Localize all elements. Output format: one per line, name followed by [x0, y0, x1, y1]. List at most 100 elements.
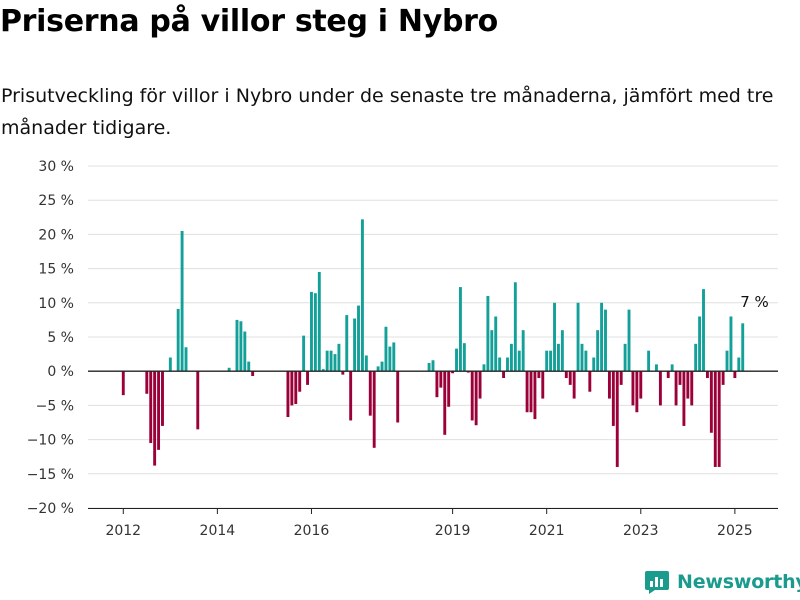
bar-2012-10 [157, 371, 161, 450]
bar-2023-03 [647, 350, 651, 372]
bar-2017-09 [388, 346, 392, 372]
bar-2019-04 [462, 343, 466, 372]
bar-2015-08 [290, 371, 294, 406]
bar-2021-04 [557, 343, 560, 372]
bar-2020-09 [529, 371, 533, 413]
bar-2020-01 [498, 357, 502, 372]
bar-2019-02 [455, 348, 458, 372]
bar-2023-12 [682, 371, 686, 426]
bar-2014-07 [239, 321, 243, 372]
bar-2013-05 [184, 347, 188, 372]
bar-2024-09 [717, 371, 721, 467]
bar-2016-12 [353, 318, 357, 372]
bar-2022-01 [592, 357, 596, 372]
bar-2012-09 [153, 371, 157, 466]
bar-2020-11 [537, 371, 541, 379]
bar-2017-05 [372, 371, 376, 448]
bar-2021-01 [545, 350, 549, 372]
bar-2018-08 [431, 360, 435, 372]
bar-2021-11 [584, 350, 588, 372]
bar-2014-08 [243, 331, 247, 372]
bar-2024-12 [729, 316, 733, 372]
bar-2021-03 [553, 302, 556, 372]
bar-2017-03 [364, 355, 368, 372]
bar-2012-01 [121, 371, 125, 396]
bar-2021-02 [549, 350, 553, 372]
bar-2022-12 [635, 371, 639, 413]
bar-2022-07 [615, 371, 619, 467]
bar-2022-09 [623, 343, 627, 372]
bar-2016-10 [345, 315, 349, 372]
x-tick-label: 2023 [623, 523, 659, 539]
bar-2015-10 [298, 371, 302, 392]
bar-2019-01 [451, 371, 455, 374]
bar-2020-04 [509, 343, 513, 372]
bar-2017-07 [380, 361, 384, 372]
bar-2012-07 [145, 371, 149, 394]
annotations: 7 % [740, 293, 769, 311]
bar-2016-05 [325, 350, 329, 372]
x-tick-label: 2019 [435, 523, 471, 539]
bar-2024-07 [709, 371, 713, 433]
y-tick-label: 20 % [38, 227, 74, 243]
bar-2023-09 [670, 364, 674, 372]
bar-2022-05 [607, 371, 611, 399]
bar-2020-10 [533, 371, 537, 420]
bar-2014-06 [235, 319, 239, 372]
bar-2020-05 [513, 282, 517, 372]
bar-2022-04 [604, 309, 607, 372]
bar-2018-11 [443, 371, 447, 435]
x-tick-label: 2021 [529, 523, 565, 539]
bar-2021-08 [572, 371, 576, 399]
bar-2019-03 [458, 287, 462, 372]
bar-2023-06 [658, 371, 662, 406]
bar-2013-08 [196, 371, 200, 430]
logo-text: Newsworthy [677, 571, 800, 593]
bar-2024-01 [686, 371, 690, 399]
bar-2024-04 [698, 316, 702, 372]
bar-2017-11 [396, 371, 400, 423]
y-tick-label: 25 % [38, 193, 74, 209]
gridlines [88, 165, 778, 509]
bar-2017-06 [376, 366, 380, 372]
y-tick-label: −15 % [27, 467, 74, 483]
bar-2021-09 [576, 302, 580, 372]
bar-2019-08 [478, 371, 482, 399]
bar-2019-07 [474, 371, 478, 426]
bar-2021-05 [560, 330, 564, 372]
bar-2016-02 [313, 293, 317, 372]
bar-2019-05 [466, 371, 470, 373]
bar-2023-01 [639, 371, 643, 399]
bar-2017-10 [392, 342, 396, 372]
bar-2019-09 [482, 364, 486, 372]
bar-2018-10 [439, 371, 443, 388]
y-tick-label: −10 % [27, 433, 74, 449]
bar-2017-02 [360, 219, 364, 372]
bar-2020-06 [517, 350, 521, 372]
y-tick-label: 5 % [47, 330, 74, 346]
bar-2025-02 [737, 357, 741, 372]
bar-2016-06 [329, 350, 333, 372]
bar-2025-01 [733, 371, 737, 379]
bar-2023-08 [666, 371, 670, 379]
bar-2021-10 [580, 343, 584, 372]
bar-2013-03 [176, 308, 180, 372]
bar-2024-05 [702, 289, 705, 372]
bar-2016-07 [333, 354, 337, 372]
bar-2016-03 [317, 272, 321, 372]
bar-2016-09 [341, 371, 345, 375]
bar-2012-11 [161, 371, 164, 426]
x-tick-label: 2014 [200, 523, 236, 539]
bar-2015-07 [286, 371, 290, 418]
bar-2017-01 [357, 305, 360, 372]
bar-2020-03 [506, 357, 509, 372]
bar-2024-02 [690, 371, 694, 406]
y-tick-label: −5 % [36, 398, 74, 414]
bar-2020-08 [525, 371, 529, 413]
bar-2022-10 [627, 309, 631, 372]
bar-2019-11 [490, 330, 494, 372]
newsworthy-logo[interactable]: Newsworthy [644, 569, 800, 595]
chart-subtitle: Prisutveckling för villor i Nybro under … [1, 85, 774, 139]
bar-2022-02 [596, 330, 600, 372]
